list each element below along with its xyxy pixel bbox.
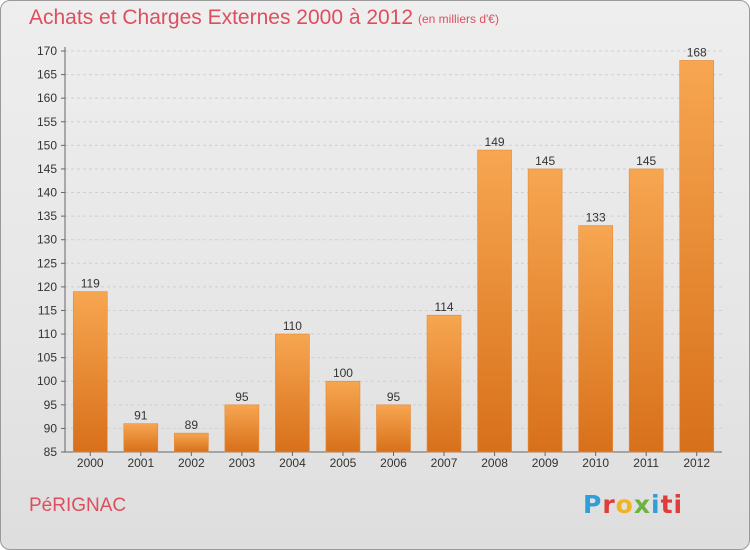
- y-tick-label: 150: [37, 138, 57, 152]
- x-tick-label-2011: 2011: [633, 456, 659, 470]
- bar-2007: [426, 314, 462, 453]
- y-tick-label: 170: [37, 44, 57, 58]
- y-tick-label: 125: [37, 256, 57, 270]
- bar-2001: [123, 423, 159, 453]
- bar-2000: [72, 291, 108, 453]
- data-label-2001: 91: [134, 409, 148, 423]
- y-tick-label: 100: [37, 374, 57, 388]
- y-tick-label: 135: [37, 209, 57, 223]
- y-tick-label: 110: [38, 327, 57, 341]
- x-tick-label-2006: 2006: [380, 456, 407, 470]
- bar-2005: [325, 380, 361, 453]
- y-tick-label: 85: [44, 445, 58, 459]
- y-tick-label: 155: [37, 115, 57, 129]
- data-label-2009: 145: [535, 154, 555, 168]
- bar-2010: [578, 225, 613, 453]
- x-tick-label-2000: 2000: [77, 456, 104, 470]
- data-label-2005: 100: [333, 366, 353, 380]
- bar-2008: [477, 149, 512, 453]
- data-label-2000: 119: [81, 277, 100, 291]
- chart-title: Achats et Charges Externes 2000 à 2012: [29, 6, 414, 29]
- y-tick-label: 130: [37, 233, 57, 247]
- y-tick-label: 115: [38, 303, 57, 317]
- data-label-2003: 95: [235, 390, 249, 404]
- city-name: PéRIGNAC: [29, 495, 127, 516]
- data-label-2011: 145: [636, 154, 656, 168]
- data-label-2004: 110: [283, 319, 302, 333]
- x-tick-label-2001: 2001: [127, 456, 154, 470]
- data-label-2012: 168: [687, 45, 707, 59]
- data-label-2006: 95: [387, 390, 401, 404]
- plot-area: 85 90 95 100 105 110 115 120 125 130 135 140 145 150 1…: [37, 44, 722, 470]
- x-tick-label-2009: 2009: [532, 456, 559, 470]
- x-tick-label-2002: 2002: [178, 456, 205, 470]
- bar-2012: [679, 60, 715, 453]
- y-tick-label: 95: [44, 398, 58, 412]
- bar-2006: [376, 404, 411, 453]
- bar-2002: [174, 432, 209, 453]
- data-label-2010: 133: [586, 211, 606, 225]
- data-label-2007: 114: [434, 300, 453, 314]
- bar-2004: [275, 333, 310, 453]
- proxiti-logo: Proxiti: [583, 490, 684, 519]
- x-tick-label-2012: 2012: [683, 456, 710, 470]
- y-tick-label: 165: [37, 68, 57, 82]
- data-label-2002: 89: [185, 418, 199, 432]
- x-tick-label-2008: 2008: [481, 456, 508, 470]
- y-tick-label: 140: [37, 186, 57, 200]
- y-tick-label: 105: [37, 351, 57, 365]
- x-tick-label-2010: 2010: [582, 456, 609, 470]
- y-tick-label: 160: [37, 91, 57, 105]
- x-tick-label-2005: 2005: [330, 456, 357, 470]
- bar-2003: [224, 404, 260, 453]
- bar-2009: [527, 168, 563, 453]
- x-tick-label-2007: 2007: [431, 456, 458, 470]
- chart-subtitle: (en milliers d'€): [418, 12, 499, 26]
- x-tick-label-2003: 2003: [229, 456, 256, 470]
- y-tick-label: 120: [37, 280, 57, 294]
- y-tick-label: 90: [44, 421, 58, 435]
- bar-2011: [628, 168, 664, 453]
- y-tick-label: 145: [37, 162, 57, 176]
- x-tick-label-2004: 2004: [279, 456, 306, 470]
- data-label-2008: 149: [485, 135, 505, 149]
